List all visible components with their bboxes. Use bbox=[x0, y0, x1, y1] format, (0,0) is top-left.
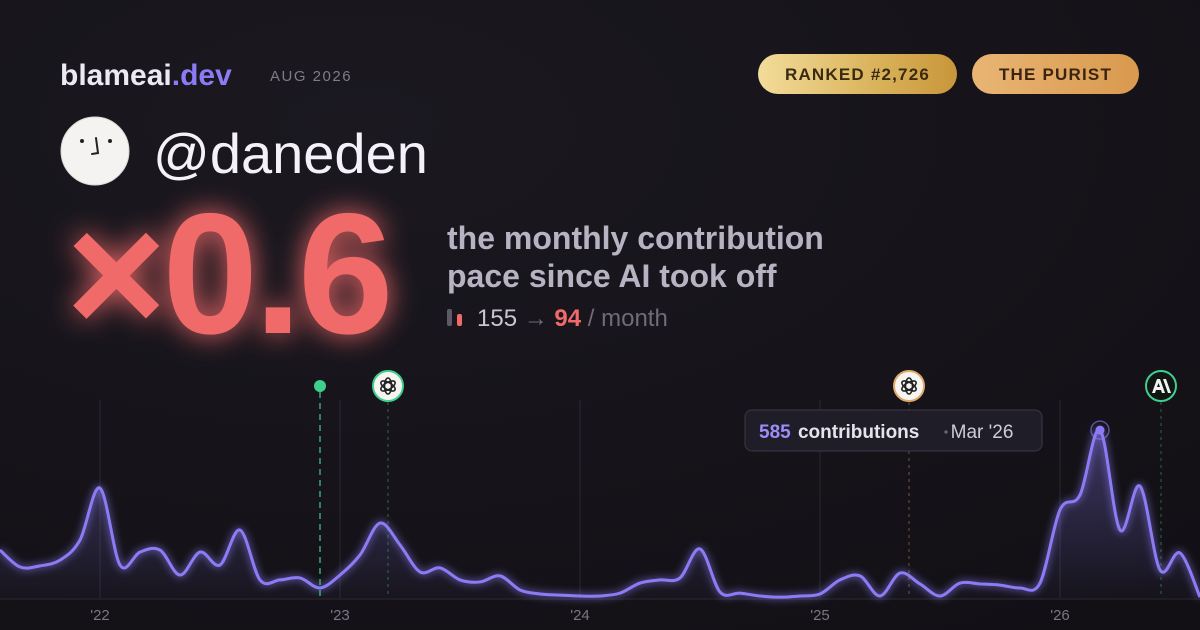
x-tick-label: '24 bbox=[570, 607, 590, 624]
x-tick-label: '26 bbox=[1050, 607, 1070, 624]
tooltip-date: Mar '26 bbox=[951, 422, 1014, 443]
brand-suffix: .dev bbox=[172, 59, 232, 92]
x-tick-label: '22 bbox=[90, 607, 110, 624]
description-line: the monthly contribution bbox=[447, 220, 824, 256]
persona-badge bbox=[972, 54, 1139, 94]
brand-name: blameai bbox=[60, 59, 172, 92]
persona-badge-text: THE PURIST bbox=[999, 65, 1112, 84]
highlight-ring bbox=[1090, 420, 1110, 440]
date: AUG 2026 bbox=[270, 68, 352, 85]
x-tick-label: '25 bbox=[810, 607, 830, 624]
pace-after: 94 bbox=[554, 305, 581, 332]
pace-before: 155 bbox=[477, 305, 517, 332]
multiplier: ×0.6 bbox=[66, 178, 390, 370]
brand: blameai.dev bbox=[60, 59, 232, 92]
avatar bbox=[60, 116, 130, 186]
pace-unit: / month bbox=[588, 305, 668, 332]
area bbox=[0, 429, 1200, 598]
tooltip-value: 585 bbox=[759, 422, 791, 443]
highlight-point bbox=[1095, 425, 1105, 435]
x-tick-label: '23 bbox=[330, 607, 350, 624]
handle: @daneden bbox=[153, 122, 428, 185]
pace-arrow: → bbox=[524, 305, 548, 332]
pace: 155 → 94 / month bbox=[477, 305, 668, 332]
pace-icon bbox=[447, 309, 462, 326]
event-markers bbox=[314, 370, 1177, 598]
description-line: pace since AI took off bbox=[447, 258, 777, 294]
tooltip-text: 585 contributions Mar '26 bbox=[759, 422, 1013, 443]
rank-badge-text: RANKED #2,726 bbox=[785, 65, 930, 84]
rank-badge bbox=[758, 54, 957, 94]
tooltip: 585 contributions Mar '26 bbox=[744, 409, 1043, 452]
tooltip-label: contributions bbox=[798, 422, 919, 443]
chart: '22 '23 '24 '25 '26 bbox=[0, 400, 1200, 624]
tooltip-separator bbox=[944, 430, 948, 434]
line bbox=[0, 428, 1200, 599]
